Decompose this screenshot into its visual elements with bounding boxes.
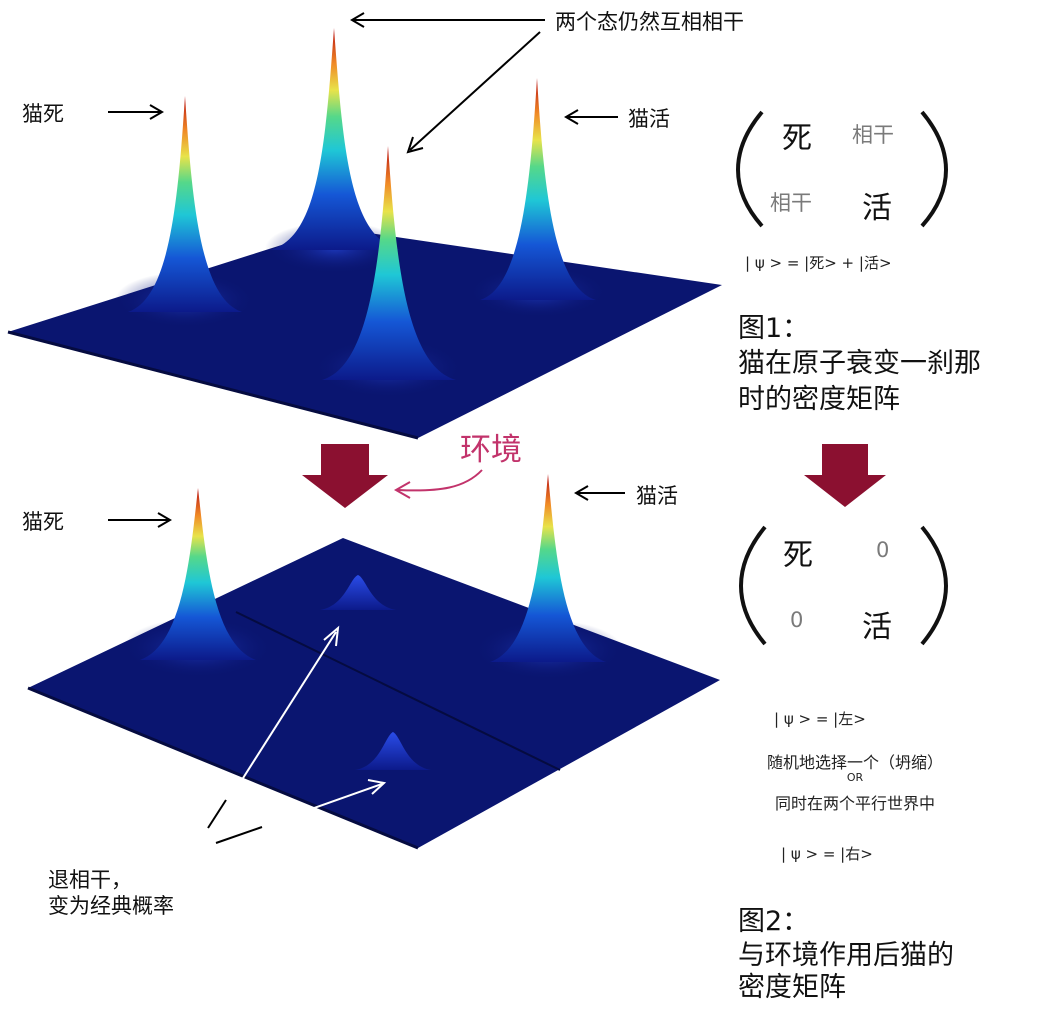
environment-label: 环境 [460,432,522,468]
fig1-caption-line1: 猫在原子衰变一刹那 [738,348,981,379]
figure1-arrows [108,12,618,154]
fig1-label-dead: 猫死 [22,102,64,126]
matrix2-right-paren [920,525,948,646]
matrix-arrow-down [804,444,886,507]
decoherence-line1: 退相干， [48,868,132,892]
matrix1-bottom-right: 活 [862,191,892,226]
arrow-head [574,485,589,501]
fig1-label-alive: 猫活 [628,107,670,131]
figure2-plane-fold [235,611,561,771]
matrix1-top-right: 相干 [852,123,894,147]
fig2-caption-title: 图2： [738,906,810,937]
figure1-peak-alive [480,78,596,300]
arrow-to-back-bump [209,631,337,831]
fig1-label-coherent: 两个态仍然互相相干 [555,10,744,34]
fig1-caption-line2: 时的密度矩阵 [738,384,900,415]
matrix2-top-left: 死 [783,538,813,573]
arrow-to-coherent-front [409,31,541,151]
environment-arrow-down [302,444,388,508]
arrow-head [323,625,340,647]
figure2-arrows [108,485,625,528]
fig2-equation-right: | ψ > = |右> [781,845,873,863]
arrow-head [350,12,365,28]
figure2-peak-dead [140,488,256,660]
fig1-caption-title: 图1： [738,313,810,344]
arrow-head [149,104,164,120]
matrix1-left-paren [736,110,764,228]
fig1-equation: | ψ > = |死> + |活> [745,254,892,272]
environment-curve-arrow [397,469,483,492]
arrow-to-back-bump-outline [207,799,227,829]
arrow-to-front-bump-outline [215,826,263,844]
matrix1-top-left: 死 [782,121,812,156]
arrow-head [406,136,424,154]
figure2-peak-alive [490,474,606,662]
figure1-surface [7,28,722,440]
figure2-surface [27,474,720,850]
figure1-peak-dead [128,96,242,312]
fig2-label-dead: 猫死 [22,510,64,534]
fig2-caption-line2: 密度矩阵 [738,972,846,1003]
figure2-bump-back [320,575,396,610]
matrix2-bottom-left: 0 [790,608,804,632]
decoherence-arrows [207,625,387,844]
arrow-head [367,779,387,795]
decoherence-line2: 变为经典概率 [48,894,174,918]
figure2-bump-front [355,732,431,770]
fig2-note-line1: 随机地选择一个（坍缩） [766,753,943,772]
figure1-plane-edge [7,330,419,440]
fig2-caption-line1: 与环境作用后猫的 [738,940,954,971]
figure2-plane [28,538,720,848]
matrix2-left-paren [739,525,767,646]
matrix2-bottom-right: 活 [862,610,892,645]
matrix1-bottom-left: 相干 [770,191,812,215]
figure1-peak-coherent-back [270,28,400,250]
environment-curve-arrowhead [393,481,411,499]
arrow-head [564,109,579,125]
fig2-label-alive: 猫活 [636,484,678,508]
figure2-plane-edge [27,686,419,850]
matrix2-top-right: 0 [876,538,890,562]
arrow-head [157,512,172,528]
fig2-equation-left: | ψ > = |左> [774,710,866,728]
fig2-note-line2: 同时在两个平行世界中 [774,794,935,813]
matrix1-right-paren [920,110,948,228]
figure1-peak-coherent-front [322,146,456,380]
fig2-note-or: OR [846,771,864,784]
